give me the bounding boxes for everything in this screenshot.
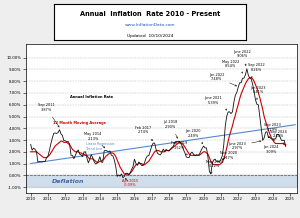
- Text: June 2021
5.39%: June 2021 5.39%: [204, 96, 227, 110]
- Text: Jan 2024
3.09%: Jan 2024 3.09%: [263, 140, 279, 154]
- Text: Feb 2019
1.52%: Feb 2019 1.52%: [171, 141, 188, 155]
- Text: Sep 2011
3.87%: Sep 2011 3.87%: [38, 103, 59, 127]
- Text: Jan 2022
7.48%: Jan 2022 7.48%: [209, 73, 237, 86]
- Text: Jan 2023
6.41%: Jan 2023 6.41%: [250, 86, 266, 100]
- Text: Annual Inflation Rate: Annual Inflation Rate: [70, 95, 114, 99]
- Text: May 2020
0.12%: May 2020 0.12%: [206, 160, 224, 174]
- Text: May 2022
8.54%: May 2022 8.54%: [222, 60, 243, 73]
- Text: Deflation: Deflation: [51, 179, 84, 184]
- Text: 12 Month Moving Average: 12 Month Moving Average: [53, 121, 106, 125]
- Text: Sep 2023
3.19%: Sep 2023 3.19%: [264, 123, 280, 138]
- Text: June 2022
9.06%: June 2022 9.06%: [234, 50, 251, 66]
- Text: June 2023
2.97%: June 2023 2.97%: [229, 141, 261, 150]
- Text: Updated  10/10/2024: Updated 10/10/2024: [127, 34, 173, 38]
- Text: Jan 2020
2.49%: Jan 2020 2.49%: [185, 129, 203, 144]
- Text: Sep 2022
8.26%: Sep 2022 8.26%: [248, 63, 265, 78]
- Text: Linear Regression
Trend Line: Linear Regression Trend Line: [86, 142, 115, 151]
- Text: www.InflationData.com: www.InflationData.com: [125, 23, 175, 27]
- Text: Nov 2020
1.17%: Nov 2020 1.17%: [220, 151, 237, 160]
- Text: May 2014
2.13%: May 2014 2.13%: [84, 132, 105, 148]
- Text: Feb 2017
2.74%: Feb 2017 2.74%: [135, 126, 152, 141]
- Text: Jul 2018
2.90%: Jul 2018 2.90%: [164, 120, 178, 138]
- Text: Sep 2024
2.44%: Sep 2024 2.44%: [271, 130, 287, 144]
- Text: Annual  Inflation  Rate 2010 - Present: Annual Inflation Rate 2010 - Present: [80, 11, 220, 17]
- Text: Apr 2015
-0.09%: Apr 2015 -0.09%: [122, 179, 138, 187]
